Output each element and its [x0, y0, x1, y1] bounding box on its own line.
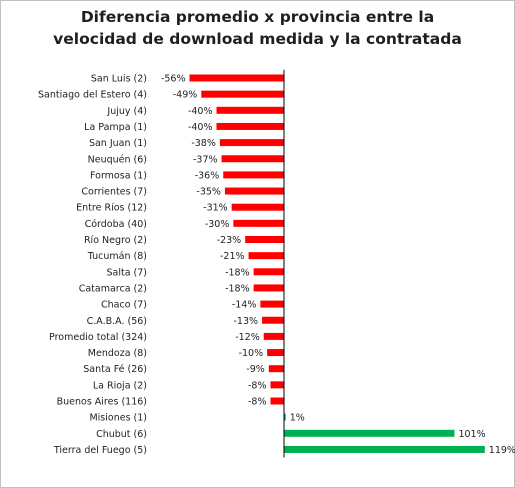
bar	[224, 187, 284, 195]
bar	[270, 381, 284, 389]
category-label: C.A.B.A. (56)	[87, 316, 147, 327]
value-label: -14%	[232, 300, 257, 311]
bar	[284, 445, 485, 453]
value-label: -40%	[188, 106, 213, 117]
chart-title: Diferencia promedio x provincia entre la…	[0, 6, 515, 50]
category-label: Santiago del Estero (4)	[38, 90, 147, 101]
bar	[223, 171, 284, 179]
bar	[219, 139, 285, 147]
bar	[262, 316, 284, 324]
bar	[268, 365, 284, 373]
category-label: Chubut (6)	[96, 429, 147, 440]
value-label: -8%	[248, 397, 267, 408]
value-label: -40%	[188, 122, 213, 133]
value-label: -10%	[239, 348, 264, 359]
bar	[253, 284, 285, 292]
bar	[216, 122, 284, 130]
category-label: Tucumán (8)	[87, 251, 147, 262]
bar	[253, 268, 285, 276]
bar	[263, 332, 284, 340]
value-label: -8%	[248, 380, 267, 391]
value-label: -9%	[246, 364, 265, 375]
value-label: -49%	[173, 90, 198, 101]
category-label: Formosa (1)	[90, 170, 147, 181]
category-label: Salta (7)	[106, 267, 147, 278]
bar	[284, 429, 455, 437]
category-label: Buenos Aires (116)	[57, 397, 147, 408]
value-label: -18%	[225, 267, 250, 278]
category-label: La Pampa (1)	[84, 122, 147, 133]
value-label: -36%	[195, 170, 220, 181]
value-label: -18%	[225, 283, 250, 294]
value-label: -31%	[203, 203, 228, 214]
bar	[248, 252, 284, 260]
chart-title-line-1: Diferencia promedio x provincia entre la	[80, 8, 435, 26]
value-label: -30%	[205, 219, 230, 230]
bar	[245, 236, 284, 243]
category-label: Misiones (1)	[89, 413, 147, 424]
value-label: -12%	[235, 332, 260, 343]
bar	[260, 300, 285, 308]
value-label: -23%	[217, 235, 242, 246]
category-label: San Luis (2)	[91, 74, 147, 85]
bar	[221, 155, 284, 163]
bar	[267, 349, 285, 357]
bar	[216, 106, 284, 114]
category-label: Río Negro (2)	[84, 235, 147, 246]
category-label: Jujuy (4)	[106, 106, 147, 117]
bar	[284, 413, 286, 421]
value-label: -35%	[196, 187, 221, 198]
category-label: Mendoza (8)	[88, 348, 147, 359]
category-label: Corrientes (7)	[81, 187, 147, 198]
value-label: -21%	[220, 251, 245, 262]
bar	[201, 90, 284, 98]
category-label: La Rioja (2)	[93, 380, 147, 391]
chart-title-line-2: velocidad de download medida y la contra…	[53, 30, 462, 48]
value-label: -38%	[191, 138, 216, 149]
category-label: Promedio total (324)	[49, 332, 147, 343]
value-label: -13%	[234, 316, 259, 327]
value-label: 1%	[290, 413, 305, 424]
category-label: Córdoba (40)	[85, 219, 147, 230]
category-label: Catamarca (2)	[79, 283, 147, 294]
category-label: Entre Ríos (12)	[76, 203, 147, 214]
value-label: 101%	[458, 429, 485, 440]
category-label: Tierra del Fuego (5)	[53, 445, 147, 456]
category-label: Chaco (7)	[101, 300, 147, 311]
category-label: Neuquén (6)	[88, 154, 147, 165]
value-label: 119%	[489, 445, 515, 456]
category-label: Santa Fé (26)	[83, 364, 147, 375]
bar	[231, 203, 284, 211]
category-label: San Juan (1)	[89, 138, 147, 149]
value-label: -37%	[193, 154, 218, 165]
value-label: -56%	[161, 74, 186, 85]
bar	[189, 74, 284, 82]
bar	[270, 397, 284, 405]
bar	[233, 219, 285, 227]
